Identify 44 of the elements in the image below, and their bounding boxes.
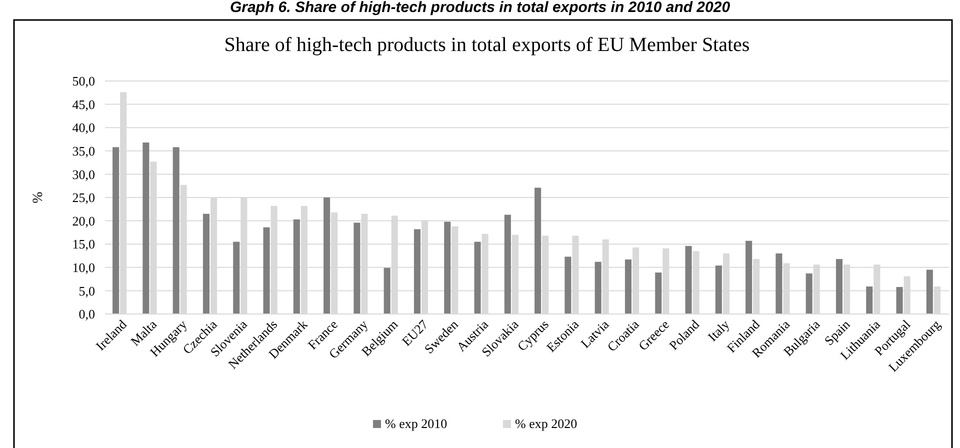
bar bbox=[564, 256, 572, 314]
caption: Graph 6. Share of high-tech products in total exports in 2010 and 2020 bbox=[230, 0, 731, 16]
bar bbox=[594, 262, 602, 314]
bar bbox=[444, 222, 451, 314]
bar bbox=[504, 214, 511, 314]
y-tick-label: 0,0 bbox=[78, 306, 95, 322]
bar bbox=[926, 270, 933, 314]
y-tick-label: 30,0 bbox=[72, 166, 95, 182]
bar bbox=[624, 259, 632, 314]
legend-label: % exp 2020 bbox=[515, 416, 578, 431]
y-tick-label: 5,0 bbox=[78, 283, 95, 298]
bar bbox=[746, 240, 752, 314]
bar bbox=[354, 222, 360, 314]
y-tick-label: 15,0 bbox=[72, 236, 95, 252]
bar bbox=[896, 286, 903, 314]
y-tick-label: 20,0 bbox=[72, 213, 95, 228]
bar bbox=[324, 198, 330, 314]
bar bbox=[142, 142, 150, 314]
bar bbox=[776, 253, 782, 314]
bar bbox=[715, 266, 722, 314]
y-tick-label: 10,0 bbox=[72, 260, 95, 275]
chart-title: Share of high-tech products in total exports of EU Member States bbox=[224, 34, 750, 56]
bar bbox=[172, 147, 180, 314]
y-tick-label: 25,0 bbox=[72, 190, 95, 206]
bar bbox=[384, 268, 390, 314]
bar bbox=[836, 259, 842, 314]
bar bbox=[685, 246, 692, 314]
y-axis-title: % bbox=[31, 191, 46, 204]
bar bbox=[112, 147, 120, 314]
bar bbox=[474, 242, 481, 314]
y-tick-label: 45,0 bbox=[72, 96, 95, 112]
bar bbox=[806, 273, 812, 314]
bar bbox=[534, 188, 542, 314]
bar bbox=[263, 227, 270, 314]
bar bbox=[233, 242, 240, 314]
bar bbox=[655, 272, 662, 314]
y-tick-label: 50,0 bbox=[72, 74, 95, 89]
bar bbox=[202, 214, 210, 314]
bar bbox=[866, 286, 873, 314]
bar bbox=[414, 229, 420, 314]
bar bbox=[293, 219, 300, 314]
y-tick-label: 40,0 bbox=[72, 120, 95, 136]
y-tick-label: 35,0 bbox=[72, 143, 95, 158]
legend-label: % exp 2010 bbox=[385, 416, 448, 431]
